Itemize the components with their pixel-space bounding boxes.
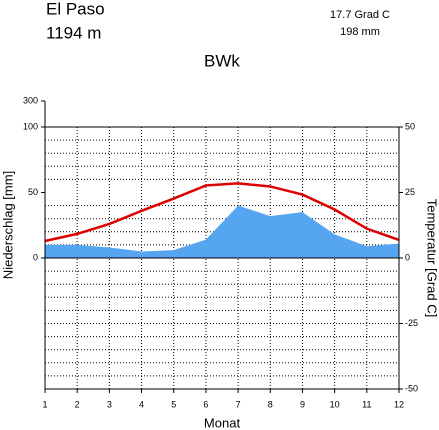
x-tick-label: 3 xyxy=(107,399,112,409)
y2-tick-label: 25 xyxy=(405,187,415,197)
x-tick-label: 9 xyxy=(300,399,305,409)
y-tick-label: 0 xyxy=(33,252,38,262)
chart-title: BWk xyxy=(204,51,240,70)
x-tick-label: 5 xyxy=(171,399,176,409)
x-tick-label: 1 xyxy=(42,399,47,409)
y2-tick-label: -25 xyxy=(405,318,418,328)
x-tick-label: 4 xyxy=(139,399,144,409)
y2-tick-label: 0 xyxy=(405,252,410,262)
x-tick-label: 12 xyxy=(394,399,404,409)
y-tick-label: 50 xyxy=(28,187,38,197)
x-tick-label: 8 xyxy=(268,399,273,409)
x-tick-label: 2 xyxy=(75,399,80,409)
elevation: 1194 m xyxy=(46,23,101,42)
y2-tick-label: 50 xyxy=(405,121,415,131)
temperature-line xyxy=(44,182,400,243)
x-axis-label: Monat xyxy=(204,415,241,430)
x-tick-label: 11 xyxy=(362,399,371,409)
x-tick-label: 7 xyxy=(236,399,241,409)
y2-axis-label: Temperatur [Grad C] xyxy=(425,199,439,318)
y-tick-label: 300 xyxy=(23,95,38,105)
annual-precipitation: 198 mm xyxy=(340,26,380,38)
precipitation-area xyxy=(45,205,399,258)
y-tick-label: 100 xyxy=(23,121,38,131)
x-tick-label: 6 xyxy=(203,399,208,409)
x-tick-label: 10 xyxy=(330,399,340,409)
mean-temperature: 17.7 Grad C xyxy=(330,9,390,21)
station-name: El Paso xyxy=(46,0,105,18)
y-axis-label: Niederschlag [mm] xyxy=(0,171,15,279)
y2-tick-label: -50 xyxy=(405,383,418,393)
